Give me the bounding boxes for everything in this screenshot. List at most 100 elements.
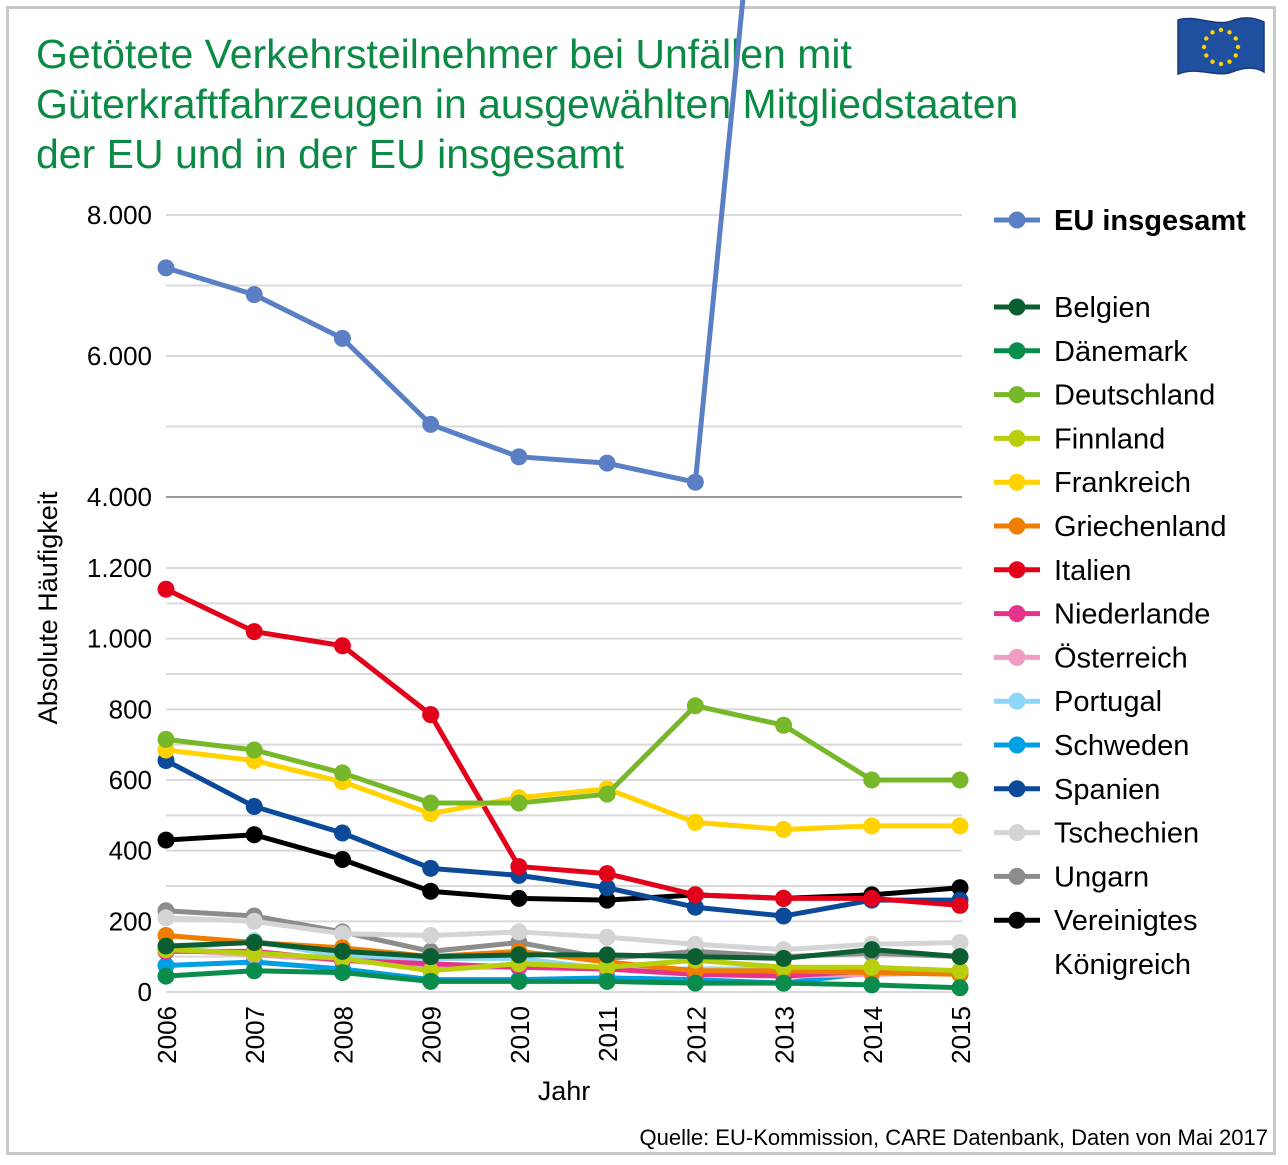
y-tick-label: 4.000 [87,482,152,512]
series-italien [157,580,969,914]
legend-label: Vereinigtes [1054,905,1198,937]
legend-swatch-marker [1008,648,1026,666]
legend-swatch-marker [1008,298,1026,316]
chart-title-line-3: der EU und in der EU insgesamt [36,131,625,177]
data-point [510,923,528,941]
data-point [245,934,263,952]
frame-border [6,6,1276,1155]
x-axis-ticks: 2006 2007 2008 2009 2010 2011 2012 2013 2014 2015 [152,1006,976,1064]
x-tick-label: 2007 [240,1006,270,1064]
data-point [157,259,175,277]
eu-flag-star [1210,30,1215,35]
data-point [510,889,528,907]
data-point [422,926,440,944]
legend-swatch-marker [1008,780,1026,798]
data-point [157,967,175,985]
data-point [157,580,175,598]
legend-item: Dänemark [994,336,1188,368]
data-point [951,817,969,835]
series-line [165,947,961,974]
data-point [951,771,969,789]
legend-label: Finnland [1054,423,1165,455]
data-point [157,831,175,849]
x-tick-label: 2010 [505,1006,535,1064]
data-point [598,785,616,803]
x-tick-label: 2009 [417,1006,447,1064]
y-tick-label: 1.200 [87,553,152,583]
legend-label: EU insgesamt [1054,205,1246,237]
chart-legend: EU insgesamt Belgien Dänemark Deutschland Fi… [994,205,1246,981]
series-line [165,915,961,953]
series-line [165,968,961,991]
data-point [333,942,351,960]
data-point [775,949,793,967]
data-point [245,912,263,930]
x-tick-label: 2012 [681,1006,711,1064]
series-line [165,832,961,903]
x-tick-label: 2008 [328,1006,358,1064]
data-point [598,454,616,472]
data-point [951,896,969,914]
source-note: Quelle: EU-Kommission, CARE Datenbank, D… [639,1125,1268,1150]
legend-label: Niederlande [1054,599,1210,631]
eu-flag-star [1218,27,1224,33]
legend-item: Italien [994,555,1131,587]
data-point [951,948,969,966]
legend-label: Königreich [1054,949,1191,981]
x-tick-label: 2015 [946,1006,976,1064]
series-line [164,586,961,908]
chart-title-line-2: Güterkraftfahrzeugen in ausgewählten Mit… [36,81,1018,127]
legend-label: Frankreich [1054,467,1191,499]
legend-item: Belgien [994,292,1151,324]
series-line [165,0,746,485]
legend-label: Spanien [1054,774,1160,806]
y-axis-ticks: 0 200 400 600 800 1.000 1.200 4.000 6.000 8.000 [87,200,152,1007]
legend-label: Schweden [1054,730,1189,762]
series-line [165,959,960,986]
legend-item: Spanien [994,774,1160,806]
legend-item: Griechenland [994,511,1227,543]
data-point [598,891,616,909]
data-point [157,937,175,955]
data-point [510,946,528,964]
data-point [510,794,528,812]
legend-label: Dänemark [1054,336,1188,368]
series-line [165,747,960,832]
data-point [951,934,969,952]
x-tick-label: 2011 [593,1006,623,1062]
legend-label: Tschechien [1054,818,1199,850]
legend-swatch-marker [1008,386,1026,404]
y-tick-label: 1.000 [87,624,152,654]
y-tick-label: 600 [109,765,152,795]
data-point [245,623,263,641]
legend-swatch-marker [1008,824,1026,842]
legend-item: Österreich [994,642,1188,674]
data-point [245,741,263,759]
series-line [165,703,960,806]
eu-flag-icon [1177,17,1265,76]
data-point [333,764,351,782]
eu-flag-star [1227,59,1232,64]
eu-flag-star [1204,53,1209,58]
legend-swatch-marker [1008,517,1026,535]
x-tick-label: 2014 [858,1006,888,1064]
legend-item: Vereinigtes Königreich [994,905,1198,981]
chart-gridlines [166,214,962,993]
legend-label: Ungarn [1054,861,1149,893]
legend-item: Tschechien [994,818,1199,850]
data-point [422,882,440,900]
y-tick-label: 0 [138,977,152,1007]
data-point [863,889,881,907]
eu-flag-star [1233,53,1238,58]
eu-flag-star [1201,44,1207,50]
series-line [164,758,960,919]
data-point [422,415,440,433]
chart-title-line-1: Getötete Verkehrsteilnehmer bei Unfällen… [36,31,852,77]
data-point [422,972,440,990]
chart-series [157,0,969,997]
data-point [598,958,616,976]
data-point [863,976,881,994]
data-point [245,798,263,815]
